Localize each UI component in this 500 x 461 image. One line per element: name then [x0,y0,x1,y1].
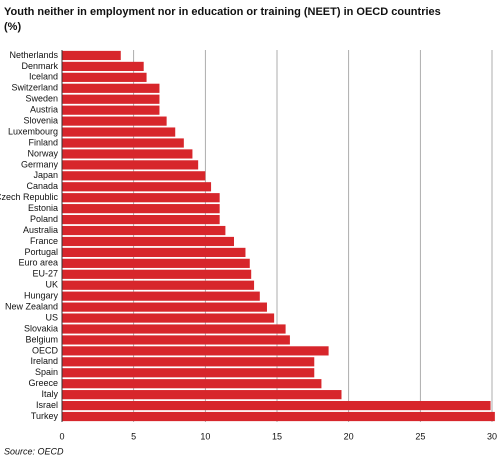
bar [62,236,234,247]
x-tick-label: 25 [415,431,425,441]
y-tick-label: Poland [30,214,58,224]
bar [62,411,495,422]
chart-title: Youth neither in employment nor in educa… [4,6,441,18]
y-tick-label: Australia [23,225,58,235]
bar [62,61,144,72]
y-tick-label: Greece [28,378,58,388]
y-tick-label: Czech Republic [0,192,58,202]
y-tick-label: Canada [26,181,58,191]
bar [62,116,167,126]
bar [62,258,250,268]
x-tick-label: 30 [487,431,497,441]
bar [62,302,267,312]
bar [62,280,255,290]
bar [62,400,491,411]
y-tick-label: Spain [35,367,58,377]
bar [62,346,329,356]
y-tick-label: Sweden [25,94,58,104]
bar [62,171,206,181]
bar [62,193,220,203]
bar [62,357,315,367]
bar [62,324,286,334]
bar [62,94,160,104]
y-tick-label: Israel [36,400,58,410]
y-tick-label: Germany [21,159,59,169]
bar [62,72,147,82]
y-tick-label: OECD [32,345,59,355]
y-tick-label: Luxembourg [8,126,58,136]
bar [62,390,342,400]
x-tick-label: 10 [200,431,210,441]
y-tick-label: Estonia [28,203,58,213]
bar [62,105,160,115]
bar [62,50,121,61]
bar [62,149,193,159]
bar [62,368,315,378]
bar [62,214,220,225]
x-tick-label: 0 [59,431,64,441]
y-tick-label: France [30,236,58,246]
y-tick-label: Denmark [21,61,58,71]
y-tick-label: Ireland [30,356,58,366]
y-tick-label: Finland [28,137,58,147]
y-tick-label: Euro area [18,258,58,268]
bar [62,182,212,192]
y-tick-label: Japan [33,170,58,180]
y-tick-label: Norway [27,148,58,158]
bar [62,291,260,301]
bar [62,313,275,323]
bar [62,83,160,93]
bar [62,138,184,148]
x-tick-label: 20 [344,431,354,441]
y-tick-label: US [45,312,58,322]
bar [62,127,176,137]
bar [62,335,290,345]
y-tick-label: Switzerland [11,83,58,93]
y-tick-label: Iceland [29,72,58,82]
y-tick-label: Italy [41,389,58,399]
y-tick-label: Netherlands [9,50,58,60]
bar [62,247,246,258]
x-tick-label: 5 [131,431,136,441]
x-tick-label: 15 [272,431,282,441]
chart-subtitle: (%) [4,21,21,33]
y-tick-label: EU-27 [32,269,58,279]
bar [62,225,226,236]
y-tick-label: Turkey [31,411,59,421]
source: Source: OECD [4,446,64,456]
y-tick-label: Hungary [24,291,59,301]
bar [62,269,252,279]
y-tick-label: Slovakia [24,323,58,333]
bar [62,379,322,389]
y-tick-label: Austria [30,105,58,115]
y-tick-label: Portugal [24,247,58,257]
y-tick-label: New Zealand [5,301,58,311]
bar [62,204,220,214]
y-tick-label: Slovenia [23,115,58,125]
y-tick-label: UK [45,280,58,290]
bar [62,160,199,170]
y-tick-label: Belgium [25,334,58,344]
